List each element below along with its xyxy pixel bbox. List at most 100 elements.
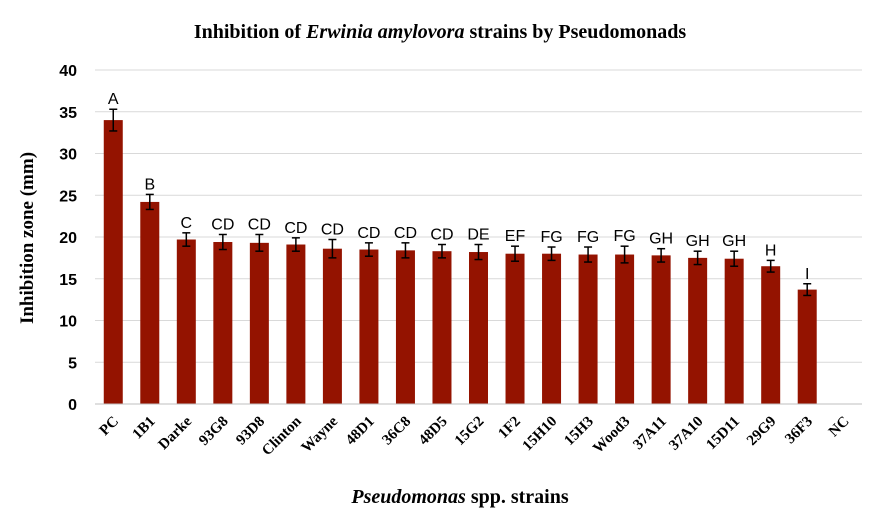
x-tick-label: 36F3: [782, 414, 816, 448]
x-axis-label: Pseudomonas spp. strains: [350, 486, 568, 508]
significance-letter: CD: [321, 222, 344, 239]
chart-title-part: strains by Pseudomonads: [464, 21, 686, 43]
x-axis-label-part: Pseudomonas: [350, 486, 466, 508]
error-bar: [364, 242, 373, 257]
bar: [140, 201, 160, 404]
significance-letter: CD: [430, 227, 453, 244]
error-bar: [693, 250, 702, 266]
significance-letter: EF: [505, 228, 526, 245]
error-bar: [657, 247, 666, 263]
significance-letter: FG: [577, 229, 599, 246]
x-tick-label: Wood3: [590, 414, 633, 457]
significance-letter: CD: [394, 225, 417, 242]
bar: [249, 242, 269, 404]
significance-letter: CD: [211, 216, 234, 233]
y-tick-label: 10: [59, 314, 77, 331]
error-bar: [584, 246, 593, 263]
x-axis-label-part: spp. strains: [466, 486, 569, 508]
significance-letter: C: [181, 215, 193, 232]
error-bar: [620, 245, 629, 264]
error-bar: [511, 245, 520, 262]
error-bar: [547, 246, 556, 262]
bar: [651, 255, 671, 404]
significance-letter: GH: [722, 233, 746, 250]
bar: [797, 289, 817, 404]
error-bar: [255, 233, 264, 252]
y-tick-label: 40: [59, 63, 77, 80]
error-bar: [401, 242, 410, 259]
x-tick-label: NC: [826, 414, 853, 441]
error-bar: [291, 237, 300, 252]
bar: [688, 257, 708, 404]
significance-letter: H: [765, 242, 777, 259]
x-tick-label: Clinton: [259, 413, 305, 459]
x-tick-label: Darke: [156, 413, 196, 453]
x-tick-label: Wayne: [299, 413, 342, 456]
error-bar: [437, 243, 446, 259]
bar: [761, 266, 781, 404]
significance-letter: I: [805, 266, 809, 283]
x-tick-label: 15H10: [520, 414, 561, 455]
x-tick-label: 93G8: [196, 414, 231, 449]
error-bar: [766, 259, 775, 273]
x-tick-label: 15G2: [452, 414, 487, 449]
error-bar: [328, 238, 337, 259]
y-tick-label: 0: [68, 397, 77, 414]
x-tick-label: PC: [97, 414, 122, 439]
error-bar: [182, 232, 191, 247]
significance-letter: CD: [357, 225, 380, 242]
x-tick-label: 29G9: [744, 414, 779, 449]
y-tick-label: 35: [59, 105, 77, 122]
bar: [286, 244, 306, 404]
x-tick-label: 36C8: [379, 414, 414, 449]
significance-letter: GH: [686, 233, 710, 250]
y-tick-label: 30: [59, 147, 77, 164]
x-tick-label: 15D11: [703, 414, 743, 454]
significance-letter: B: [144, 176, 155, 193]
y-tick-label: 5: [68, 355, 77, 372]
y-tick-label: 15: [59, 272, 77, 289]
x-tick-label: 1F2: [495, 414, 523, 442]
y-axis-label: Inhibition zone (mm): [17, 152, 38, 324]
error-bar: [218, 233, 227, 251]
significance-letter: CD: [248, 216, 271, 233]
significance-letter: DE: [467, 227, 489, 244]
chart-title-part: Inhibition of: [194, 21, 306, 43]
bar: [322, 248, 342, 404]
bar: [469, 252, 488, 404]
bar: [542, 253, 562, 404]
bars: [103, 120, 817, 404]
bar: [578, 254, 598, 404]
significance-letter: CD: [284, 220, 307, 237]
error-bar: [474, 243, 483, 261]
bar: [359, 249, 379, 404]
chart-title-part: Erwinia amylovora: [305, 21, 464, 43]
bar: [505, 253, 525, 404]
bar: [103, 120, 123, 404]
x-tick-label: 48D5: [416, 414, 451, 449]
y-tick-label: 20: [59, 230, 77, 247]
bar: [724, 258, 744, 404]
x-tick-label: 37A10: [666, 414, 706, 454]
x-tick-label: 1B1: [130, 414, 159, 443]
error-bar: [730, 250, 739, 267]
bar: [395, 250, 415, 404]
bar: [432, 251, 452, 404]
y-tick-labels: 0 5 10 15 20 25 30 35 40: [59, 63, 77, 414]
x-tick-label: 37A11: [630, 414, 670, 454]
bar: [615, 254, 635, 404]
error-bar: [803, 283, 812, 297]
significance-letter: A: [108, 91, 119, 108]
significance-letter: FG: [613, 228, 635, 245]
significance-letter: FG: [540, 229, 562, 246]
error-bars: [109, 108, 812, 297]
bar: [213, 242, 233, 404]
error-bar: [145, 193, 154, 211]
error-bar: [109, 108, 118, 132]
significance-letters: A B C CD CD CD CD CD CD CD DE EF FG FG FG GH GH GH H I: [108, 91, 810, 283]
bar: [176, 239, 196, 404]
significance-letter: GH: [649, 231, 673, 248]
